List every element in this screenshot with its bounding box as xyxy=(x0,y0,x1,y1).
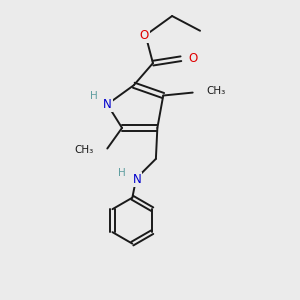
Text: H: H xyxy=(90,91,98,100)
Text: CH₃: CH₃ xyxy=(206,86,225,96)
Text: H: H xyxy=(118,168,126,178)
Text: O: O xyxy=(140,29,149,42)
Text: N: N xyxy=(103,98,112,111)
Text: CH₃: CH₃ xyxy=(75,145,94,155)
Text: N: N xyxy=(132,173,141,186)
Text: O: O xyxy=(188,52,197,65)
